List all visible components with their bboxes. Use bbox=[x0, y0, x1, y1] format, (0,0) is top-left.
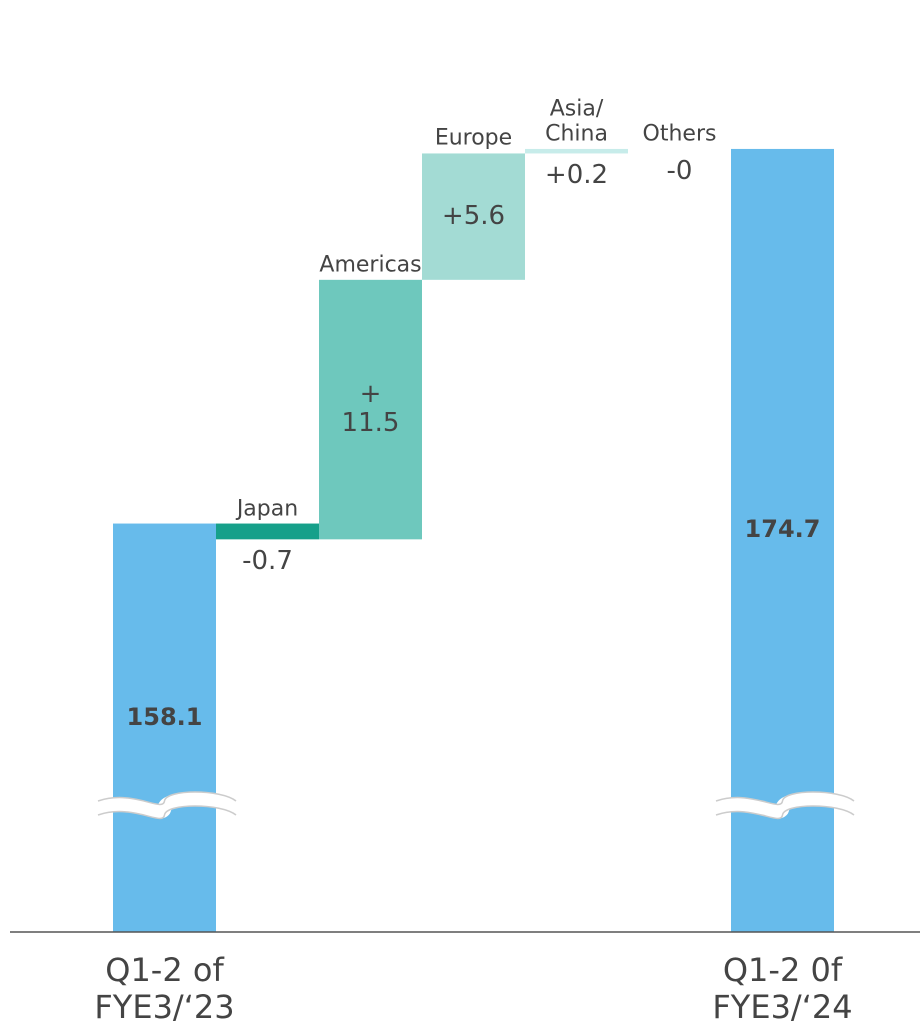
value-label: -0 bbox=[666, 155, 693, 186]
bar bbox=[319, 279, 422, 540]
axis-break-edge bbox=[97, 791, 237, 806]
axis-break-edge bbox=[715, 791, 855, 806]
bar bbox=[113, 523, 216, 932]
category-label: Q1-2 0f FYE3/‘24 bbox=[712, 951, 853, 1026]
value-label: +5.6 bbox=[441, 200, 506, 231]
category-label: Others bbox=[642, 121, 717, 147]
category-label: Q1-2 of FYE3/‘23 bbox=[94, 951, 235, 1026]
category-label: Asia/ China bbox=[545, 96, 608, 147]
axis-break bbox=[713, 792, 859, 819]
value-label: +0.2 bbox=[544, 160, 609, 191]
value-label: -0.7 bbox=[242, 546, 293, 577]
axis-break-edge bbox=[97, 805, 237, 820]
bar bbox=[525, 148, 628, 154]
bar bbox=[216, 523, 319, 540]
axis-break-edge bbox=[715, 805, 855, 820]
category-label: Japan bbox=[236, 496, 299, 522]
category-label: Americas bbox=[319, 252, 422, 278]
axis-break bbox=[95, 792, 241, 819]
value-label: + 11.5 bbox=[341, 378, 400, 439]
value-label: 174.7 bbox=[744, 515, 821, 544]
value-label: 158.1 bbox=[126, 702, 203, 731]
bar bbox=[422, 153, 525, 280]
category-label: Europe bbox=[434, 126, 513, 152]
